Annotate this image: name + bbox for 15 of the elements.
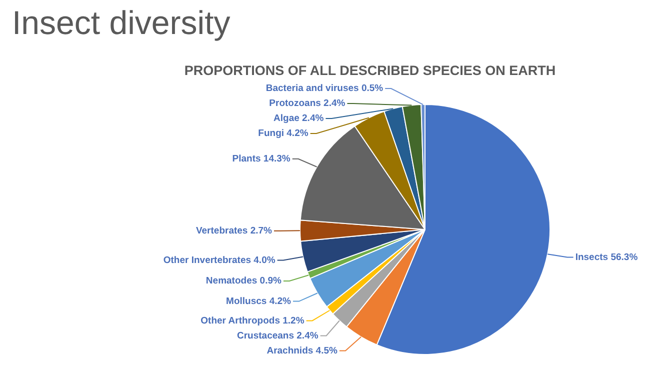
slice-label: Insects 56.3% bbox=[575, 252, 638, 263]
slice-label: Plants 14.3% bbox=[232, 153, 291, 164]
slice-label: Other Invertebrates 4.0% bbox=[163, 254, 276, 266]
slice-label: Other Arthropods 1.2% bbox=[200, 315, 305, 326]
slice-label: Protozoans 2.4% bbox=[269, 98, 346, 110]
slice-label: Crustaceans 2.4% bbox=[236, 330, 319, 342]
slice-label: Vertebrates 2.7% bbox=[196, 225, 273, 236]
slice-label: Fungi 4.2% bbox=[258, 128, 309, 140]
chart-title: Insect diversity bbox=[12, 4, 230, 42]
slice-label: Nematodes 0.9% bbox=[206, 276, 282, 287]
slice-label: Arachnids 4.5% bbox=[266, 345, 338, 356]
chart-subtitle: PROPORTIONS OF ALL DESCRIBED SPECIES ON EARTH bbox=[183, 63, 557, 78]
slice-label: Algae 2.4% bbox=[274, 113, 324, 124]
slice-label: Molluscs 4.2% bbox=[226, 296, 292, 307]
slice-label: Bacteria and viruses 0.5% bbox=[266, 83, 384, 94]
